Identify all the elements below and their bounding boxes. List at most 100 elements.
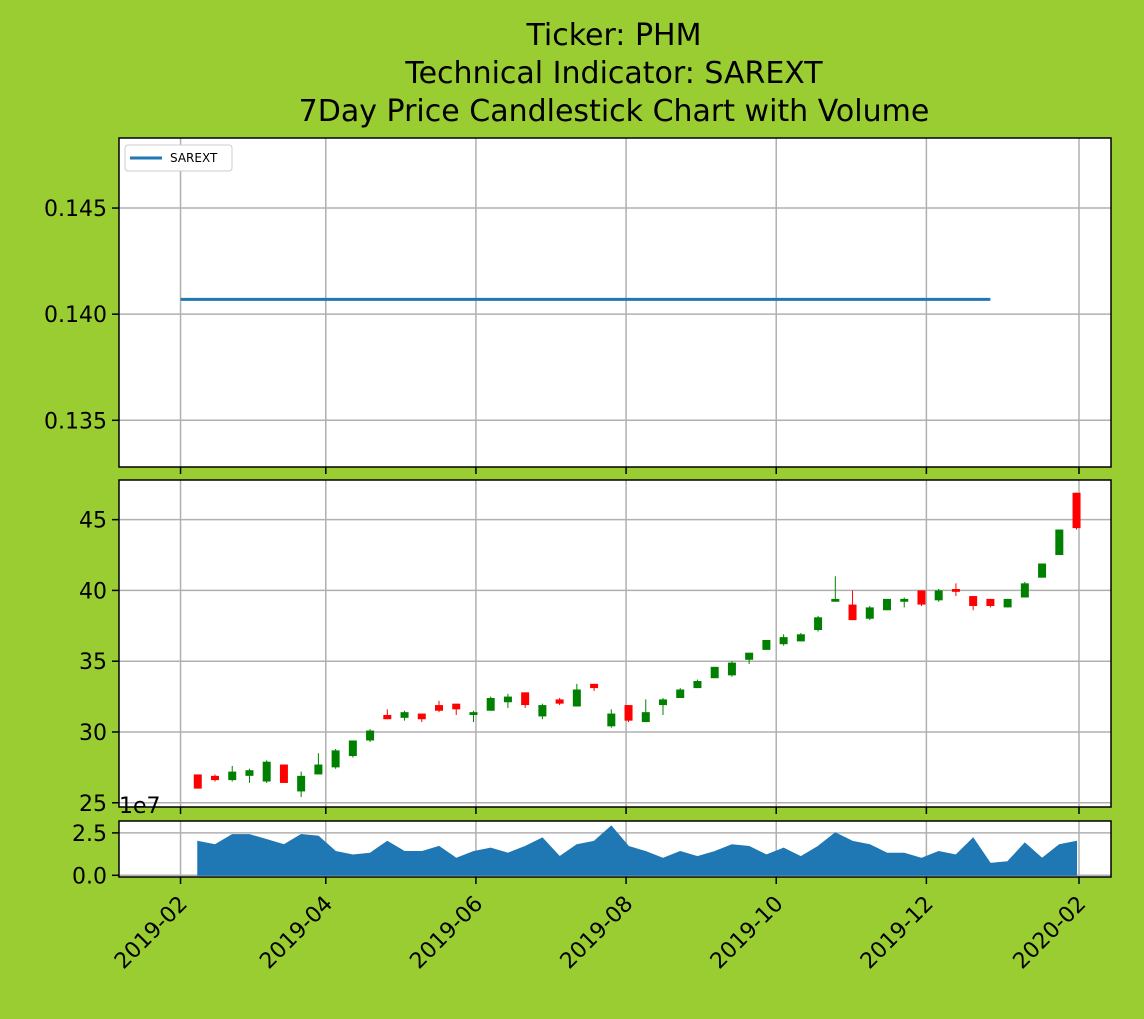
- xtick-label-2019-08: 2019-08: [556, 892, 639, 975]
- candle-body: [486, 698, 495, 711]
- candle: [572, 683, 581, 707]
- candle: [521, 692, 530, 708]
- vol-ytick-label: 0.0: [72, 864, 107, 889]
- candle: [417, 713, 426, 723]
- candle-body: [228, 771, 237, 781]
- xtick-label-2019-12: 2019-12: [856, 892, 939, 975]
- candle: [245, 768, 254, 783]
- volume-panel: 0.0 2.5 1e7: [72, 794, 1112, 889]
- candle: [814, 615, 823, 632]
- ind-ytick-label: 0.140: [44, 303, 107, 328]
- candle-body: [900, 598, 909, 602]
- legend-label: SAREXT: [170, 151, 218, 165]
- candle-body: [193, 774, 202, 789]
- candle: [555, 698, 564, 706]
- indicator-panel: 0.135 0.140 0.145 SAREXT: [44, 137, 1112, 474]
- candle-body: [986, 598, 995, 606]
- chart-title: Ticker: PHM Technical Indicator: SAREXT …: [299, 18, 930, 129]
- x-axis: 2019-02 2019-04 2019-06 2019-08 2019-10 2019-…: [110, 892, 1091, 975]
- xtick-label-2019-04: 2019-04: [255, 892, 338, 975]
- volume-panel-frame: [118, 820, 1112, 878]
- candle-body: [883, 598, 891, 611]
- indicator-panel-background: [119, 138, 1111, 467]
- candle: [279, 764, 288, 783]
- candle: [917, 590, 926, 606]
- candle: [831, 576, 840, 602]
- price-ytick-label: 35: [79, 650, 107, 675]
- candle: [951, 583, 960, 597]
- candle: [796, 632, 805, 642]
- candle-body: [762, 639, 771, 650]
- candle-body: [279, 764, 288, 783]
- candle-body: [659, 699, 667, 706]
- candle-body: [951, 589, 960, 592]
- candle: [469, 710, 478, 723]
- vol-ytick-label: 2.5: [72, 822, 107, 847]
- candle: [1038, 563, 1047, 578]
- candle-body: [383, 714, 392, 720]
- candle: [900, 597, 909, 608]
- candle: [503, 693, 512, 708]
- candle-body: [245, 770, 254, 776]
- candle-body: [211, 775, 219, 781]
- candle-body: [1072, 492, 1081, 529]
- legend: SAREXT: [124, 144, 233, 172]
- candle-body: [314, 764, 323, 775]
- volume-area: [197, 825, 1078, 876]
- candle-body: [607, 713, 616, 727]
- candle-body: [331, 750, 340, 768]
- candle-body: [503, 696, 512, 703]
- candle: [883, 598, 891, 611]
- candle: [314, 753, 323, 775]
- candle-body: [693, 681, 702, 689]
- candle: [486, 696, 495, 711]
- candle: [779, 634, 788, 646]
- candle-body: [262, 761, 271, 782]
- candle-body: [917, 590, 926, 605]
- candle: [676, 688, 685, 698]
- candle: [331, 748, 340, 769]
- candle-body: [814, 617, 823, 631]
- price-ytick-label: 40: [79, 579, 107, 604]
- xtick-label-2019-10: 2019-10: [706, 892, 789, 975]
- title-line-1: Ticker: PHM: [526, 18, 702, 53]
- candle-body: [745, 652, 754, 660]
- candle: [1055, 529, 1064, 556]
- candle-body: [555, 699, 564, 704]
- candle-body: [779, 637, 788, 645]
- candle: [865, 605, 874, 621]
- candle-body: [831, 598, 840, 602]
- price-ytick-label: 30: [79, 721, 107, 746]
- candle: [297, 771, 306, 798]
- title-line-3: 7Day Price Candlestick Chart with Volume: [299, 94, 930, 129]
- candle-body: [641, 712, 650, 723]
- candle-body: [796, 634, 805, 642]
- candle: [710, 666, 719, 679]
- candle-body: [417, 713, 426, 720]
- candle-body: [297, 775, 306, 792]
- price-panel-frame: [118, 479, 1112, 808]
- candle-body: [710, 666, 719, 679]
- volume-scale-label: 1e7: [119, 794, 161, 819]
- ind-ytick-label: 0.135: [44, 409, 107, 434]
- candle-body: [400, 712, 409, 718]
- candle-body: [1020, 583, 1029, 598]
- candle: [762, 639, 771, 650]
- candle-body: [348, 740, 357, 757]
- candle: [435, 700, 443, 713]
- xtick-label-2020-02: 2020-02: [1009, 892, 1092, 975]
- candle: [1020, 581, 1029, 598]
- indicator-panel-frame: [118, 137, 1112, 468]
- candle-body: [1055, 529, 1064, 556]
- candle-body: [865, 607, 874, 619]
- candle: [366, 729, 375, 742]
- candle-body: [590, 683, 599, 689]
- candle: [193, 774, 202, 789]
- candle-body: [676, 689, 685, 698]
- candle: [986, 598, 995, 608]
- candle: [607, 709, 616, 728]
- candle-body: [624, 705, 633, 721]
- candle-body: [452, 703, 461, 710]
- candle: [1003, 598, 1012, 608]
